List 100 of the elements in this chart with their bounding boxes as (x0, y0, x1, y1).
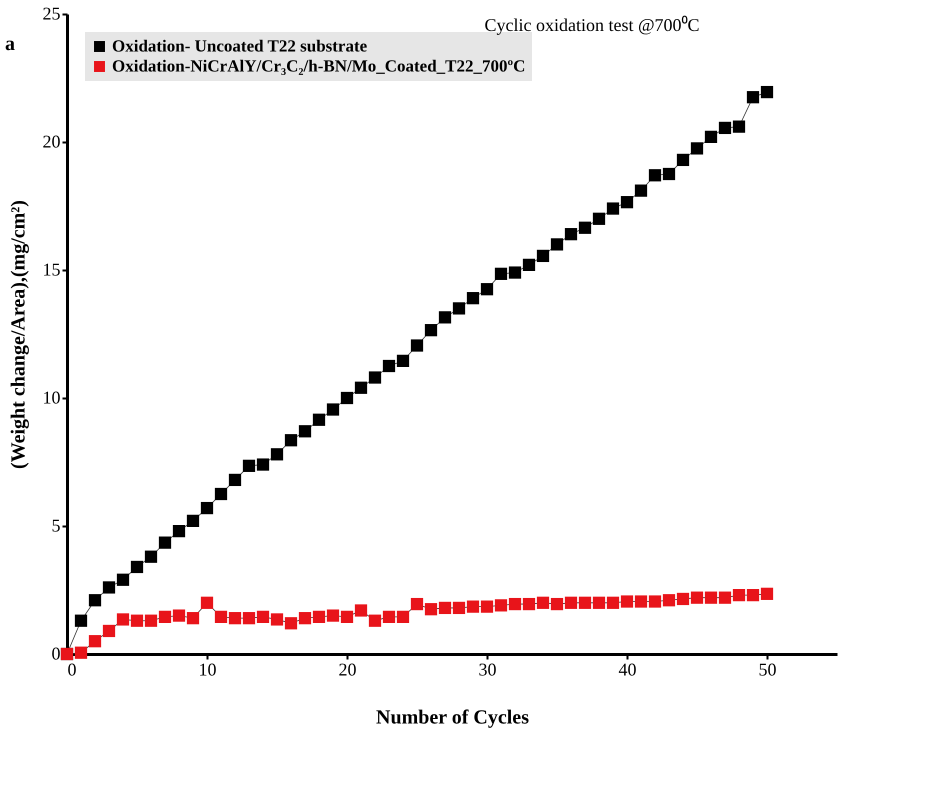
point (228, 612, 242, 624)
point (312, 610, 326, 624)
point (550, 238, 564, 251)
point (760, 588, 774, 600)
point (536, 250, 550, 262)
point (424, 603, 438, 616)
point (466, 600, 480, 613)
point (270, 613, 284, 626)
point (452, 302, 466, 315)
point (564, 596, 578, 609)
point (424, 324, 438, 336)
point (494, 599, 508, 612)
point (200, 596, 214, 609)
point (410, 598, 424, 610)
point (158, 610, 172, 624)
point (172, 524, 186, 538)
point (116, 613, 130, 626)
point (242, 460, 256, 472)
chart-title: Cyclic oxidation test @700⁰C (484, 15, 700, 35)
point (368, 371, 382, 384)
point (732, 588, 746, 602)
x-tick-label: 0 (68, 660, 76, 680)
y-tick-label: 0 (52, 644, 60, 664)
point (620, 196, 634, 208)
point (88, 594, 102, 606)
y-tick-label: 5 (52, 516, 60, 536)
point (438, 311, 452, 324)
point (214, 488, 228, 500)
point (326, 403, 340, 416)
point (676, 592, 690, 606)
point (662, 594, 676, 606)
point (452, 602, 466, 614)
point (130, 560, 144, 574)
x-axis-title: Number of Cycles (376, 706, 530, 728)
point (718, 122, 732, 134)
point (312, 414, 326, 426)
point (256, 458, 270, 471)
point (88, 635, 102, 648)
point (662, 168, 676, 180)
point (102, 581, 116, 594)
x-tick-label: 10 (198, 660, 216, 680)
point (382, 360, 396, 372)
point (494, 268, 508, 280)
point (732, 120, 746, 133)
point (396, 354, 410, 368)
point (354, 604, 368, 617)
point (550, 598, 564, 610)
point (480, 600, 494, 613)
x-tick-label: 40 (618, 660, 636, 680)
point (298, 425, 312, 438)
point (592, 212, 606, 225)
point (340, 610, 354, 624)
point (396, 610, 410, 624)
point (200, 502, 214, 514)
point (592, 596, 606, 609)
point (284, 617, 298, 630)
point (144, 550, 158, 563)
point (284, 434, 298, 446)
point (438, 602, 452, 614)
point (606, 596, 620, 609)
point (718, 592, 732, 604)
y-tick-label: 10 (42, 388, 60, 408)
point (536, 596, 550, 609)
point (704, 592, 718, 604)
point (606, 202, 620, 215)
point (634, 595, 648, 608)
point (760, 86, 774, 98)
legend-label: Oxidation- Uncoated T22 substrate (112, 36, 368, 56)
point (564, 228, 578, 240)
point (690, 592, 704, 604)
point (508, 598, 522, 610)
point (620, 595, 634, 608)
point (270, 448, 284, 460)
point (116, 574, 130, 586)
point (186, 612, 200, 624)
point (368, 614, 382, 627)
point (158, 536, 172, 549)
point (410, 339, 424, 352)
point (130, 614, 144, 627)
point (214, 610, 228, 624)
y-axis-title: (Weight change/Area),(mg/cm²) (8, 200, 30, 469)
point (144, 614, 158, 627)
y-tick-label: 15 (42, 260, 60, 280)
point (746, 91, 760, 104)
point (298, 612, 312, 624)
x-tick-label: 30 (478, 660, 496, 680)
point (480, 283, 494, 296)
point (578, 222, 592, 234)
point (676, 154, 690, 166)
y-tick-label: 20 (42, 132, 60, 152)
point (522, 258, 536, 272)
text: a (5, 33, 15, 55)
point (746, 588, 760, 602)
point (340, 392, 354, 404)
point (228, 474, 242, 486)
point (102, 624, 116, 638)
point (172, 609, 186, 622)
point (354, 382, 368, 394)
x-tick-label: 20 (338, 660, 356, 680)
point (648, 169, 662, 182)
